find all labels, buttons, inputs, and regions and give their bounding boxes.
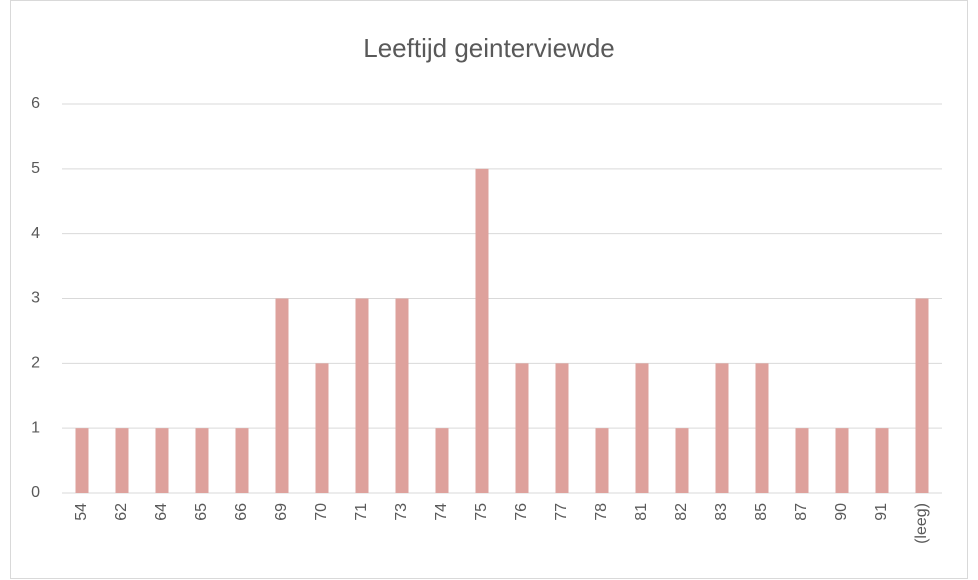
x-tick-label: 62 (113, 503, 130, 521)
x-tick-label: 73 (393, 503, 410, 521)
x-tick-label: 69 (273, 503, 290, 521)
x-tick-label: 64 (153, 503, 170, 521)
bar (275, 298, 289, 493)
bar (395, 298, 409, 493)
x-tick-label: 76 (513, 503, 530, 521)
x-tick-label: 70 (313, 503, 330, 521)
y-tick-label: 6 (31, 95, 40, 112)
x-tick-label: 83 (713, 503, 730, 521)
bar (635, 363, 649, 493)
chart-title: Leeftijd geinterviewde (363, 33, 615, 63)
y-tick-label: 5 (31, 160, 40, 177)
x-tick-label: 81 (633, 503, 650, 521)
x-tick-label: 90 (833, 503, 850, 521)
bar (795, 428, 809, 493)
chart-frame (10, 0, 968, 579)
bar (915, 298, 929, 493)
bar (155, 428, 169, 493)
x-tick-label: 85 (753, 503, 770, 521)
x-tick-label: 82 (673, 503, 690, 521)
x-tick-label: 54 (73, 503, 90, 521)
bar (595, 428, 609, 493)
x-tick-label: 66 (233, 503, 250, 521)
bar (515, 363, 529, 493)
bar (355, 298, 369, 493)
bar (755, 363, 769, 493)
bar (835, 428, 849, 493)
x-tick-label: 75 (473, 503, 490, 521)
bar (475, 168, 489, 494)
x-tick-label: (leeg) (913, 503, 930, 544)
y-tick-label: 3 (31, 290, 40, 307)
bar (675, 428, 689, 493)
y-tick-label: 4 (31, 225, 40, 242)
x-tick-label: 65 (193, 503, 210, 521)
x-tick-label: 78 (593, 503, 610, 521)
bar (555, 363, 569, 493)
bar (195, 428, 209, 493)
bar (75, 428, 89, 493)
x-tick-label: 91 (873, 503, 890, 521)
x-tick-label: 74 (433, 503, 450, 521)
x-tick-label: 77 (553, 503, 570, 521)
bar (875, 428, 889, 493)
y-tick-label: 2 (31, 355, 40, 372)
y-tick-label: 0 (31, 484, 40, 501)
y-tick-label: 1 (31, 419, 40, 436)
bar (235, 428, 249, 493)
x-tick-label: 87 (793, 503, 810, 521)
x-tick-label: 71 (353, 503, 370, 521)
bar (315, 363, 329, 493)
bar (715, 363, 729, 493)
bar (115, 428, 129, 493)
bar (435, 428, 449, 493)
